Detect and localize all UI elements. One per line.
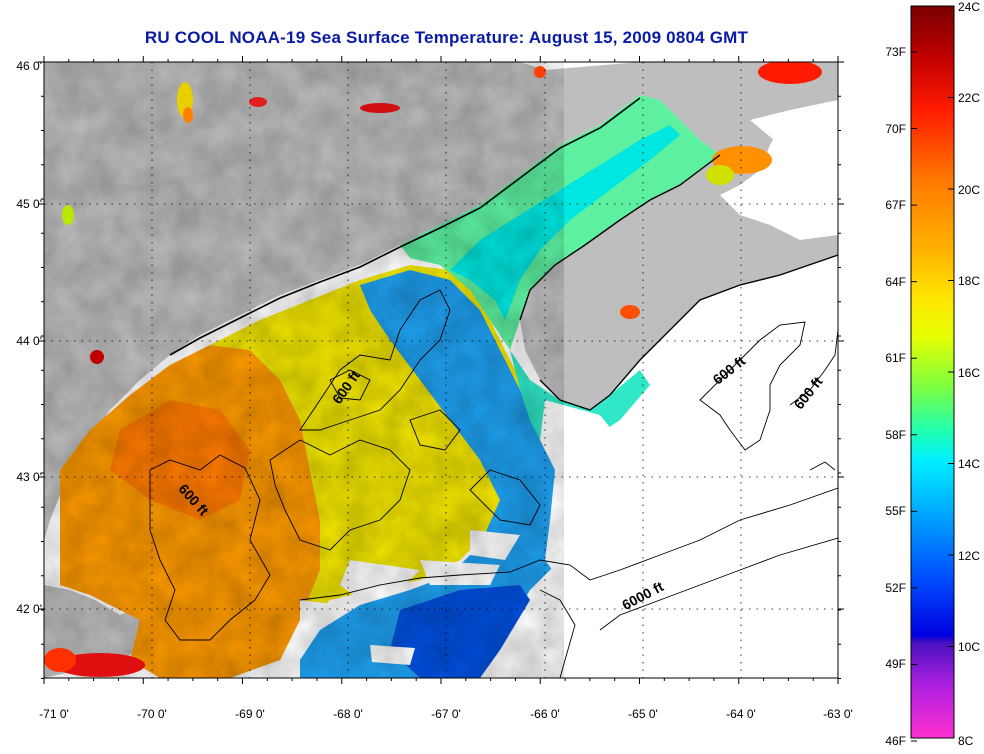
lat-label: 45 0'	[16, 197, 42, 211]
fahrenheit-label: 70F	[885, 122, 906, 136]
celsius-label: 20C	[958, 183, 980, 197]
fahrenheit-label: 52F	[885, 581, 906, 595]
celsius-label: 18C	[958, 274, 980, 288]
lon-label: -71 0'	[39, 707, 69, 721]
fahrenheit-label: 55F	[885, 504, 906, 518]
celsius-label: 14C	[958, 457, 980, 471]
lon-label: -66 0'	[530, 707, 560, 721]
fahrenheit-label: 64F	[885, 275, 906, 289]
cloud-gap	[750, 110, 810, 150]
celsius-label: 22C	[958, 91, 980, 105]
bathymetry-contours	[149, 289, 838, 678]
lon-label: -63 0'	[823, 707, 853, 721]
lon-label: -67 0'	[431, 707, 461, 721]
colorbar-gradient	[910, 5, 955, 739]
lon-label: -70 0'	[137, 707, 167, 721]
fahrenheit-label: 67F	[885, 198, 906, 212]
map-area	[44, 62, 838, 678]
lon-label: -68 0'	[333, 707, 363, 721]
colorbar: 24C 22C 20C 18C 16C 14C 12C 10C 8C 73F 7…	[885, 0, 980, 748]
celsius-label: 10C	[958, 640, 980, 654]
fahrenheit-label: 46F	[885, 734, 906, 748]
fahrenheit-label: 61F	[885, 351, 906, 365]
coastline	[539, 254, 838, 411]
fahrenheit-label: 58F	[885, 428, 906, 442]
lon-label: -69 0'	[235, 707, 265, 721]
colorbar-celsius-labels: 24C 22C 20C 18C 16C 14C 12C 10C 8C	[958, 0, 980, 748]
celsius-label: 16C	[958, 366, 980, 380]
celsius-label: 8C	[958, 734, 974, 748]
fahrenheit-label: 49F	[885, 657, 906, 671]
lon-label: -65 0'	[628, 707, 658, 721]
celsius-label: 24C	[958, 0, 980, 14]
lat-label: 44 0'	[16, 334, 42, 348]
axis-ticks	[38, 56, 844, 684]
sst-field	[44, 62, 720, 678]
lon-label: -64 0'	[726, 707, 756, 721]
lat-label: 46 0'	[16, 59, 42, 73]
lon-axis-labels: -71 0' -70 0' -69 0' -68 0' -67 0' -66 0…	[39, 707, 853, 721]
colorbar-fahrenheit-labels: 73F 70F 67F 64F 61F 58F 55F 52F 49F 46F	[885, 45, 906, 748]
inland-lakes	[44, 62, 822, 677]
lat-axis-labels: 46 0' 45 0' 44 0' 43 0' 42 0'	[16, 59, 42, 616]
coastline	[169, 97, 641, 356]
chart-title: RU COOL NOAA-19 Sea Surface Temperature:…	[144, 28, 749, 47]
celsius-label: 12C	[958, 549, 980, 563]
coastline	[519, 154, 721, 321]
lat-label: 42 0'	[16, 602, 42, 616]
lat-label: 43 0'	[16, 470, 42, 484]
fahrenheit-label: 73F	[885, 45, 906, 59]
graticule	[44, 62, 838, 678]
